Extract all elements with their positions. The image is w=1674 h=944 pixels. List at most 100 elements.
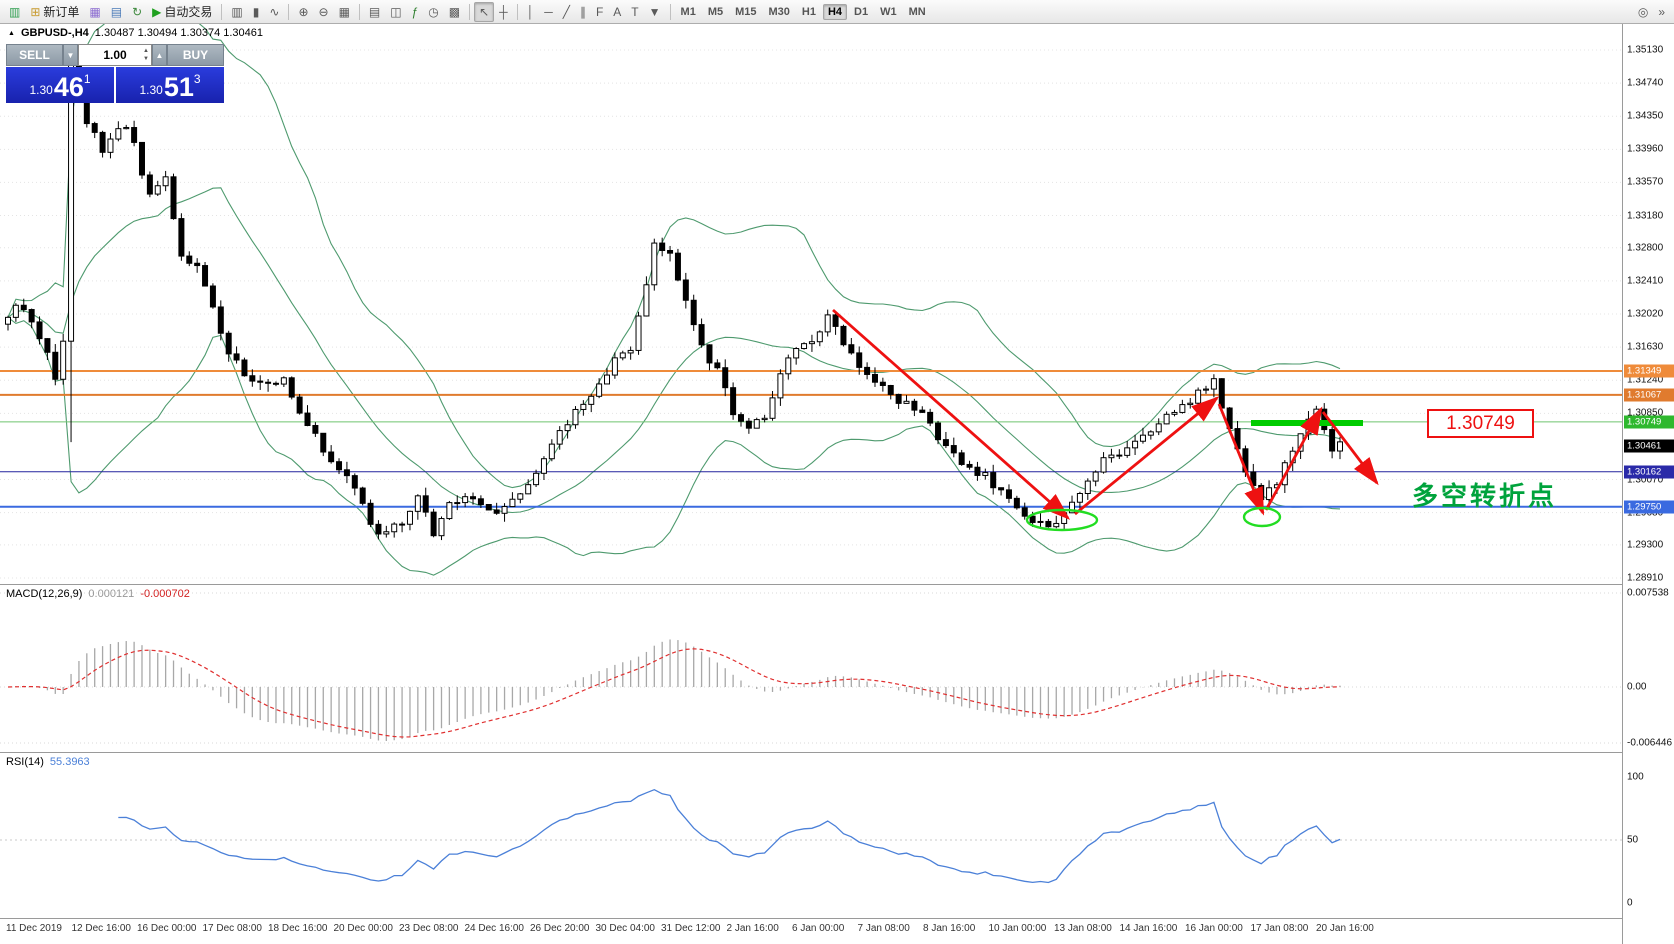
low-marker-ellipse[interactable]	[1242, 506, 1282, 528]
trend-arrow[interactable]	[1321, 411, 1379, 486]
vertical-line-icon: │	[526, 4, 535, 19]
main-toolbar: ▥ ⊞ 新订单 ▦ ▤ ↻ ▶ 自动交易 ▥ ▮ ∿ ⊕ ⊖ ▦ ▤ ◫ ƒ ◷ ▩ ↖ ┼ │ ─ ╱ ∥ F A T ▼ M1 M5 M…	[0, 0, 1674, 24]
sell-price-prefix: 1.30	[29, 83, 53, 97]
timeframe-button-h1[interactable]: H1	[801, 5, 816, 18]
tile-windows-icon: ▦	[338, 4, 350, 19]
trend-arrow[interactable]	[832, 308, 1071, 520]
horizontal-level-lines	[0, 369, 1622, 508]
sell-price-display[interactable]: 1.30 46 1	[6, 67, 114, 103]
toolbar-overflow-icon[interactable]: »	[1653, 2, 1670, 22]
time-axis-label: 24 Dec 16:00	[464, 923, 525, 934]
chart-settings-icon[interactable]: ▩	[444, 2, 465, 22]
price-axis-label: 1.30850	[1627, 407, 1664, 419]
cursor-icon[interactable]: ↖	[474, 1, 495, 22]
volume-input[interactable]: 1.00 ▲ ▼	[78, 44, 152, 66]
price-axis-label: 1.31630	[1627, 341, 1664, 353]
buy-options-dropdown[interactable]: ▲	[152, 44, 167, 66]
panel-divider[interactable]	[0, 918, 1674, 919]
buy-price-pips: 51	[163, 72, 194, 102]
fibonacci-icon[interactable]: F	[591, 2, 608, 22]
chart-settings-icon: ▩	[448, 4, 461, 19]
spinner-up-icon[interactable]: ▲	[143, 48, 149, 54]
sell-options-dropdown[interactable]: ▼	[63, 44, 78, 66]
time-axis-label: 16 Jan 00:00	[1185, 923, 1243, 934]
trendline-icon[interactable]: ╱	[558, 2, 575, 22]
search-icon: ◎	[1637, 4, 1649, 19]
line-chart-icon[interactable]: ∿	[264, 2, 284, 22]
arrows-icon[interactable]: ▼	[644, 2, 666, 22]
period-icon[interactable]: ◷	[423, 2, 443, 22]
trend-arrow[interactable]	[1217, 403, 1265, 516]
trend-arrow[interactable]	[1264, 406, 1323, 511]
macd-label: MACD(12,26,9) 0.000121 -0.000702	[6, 588, 190, 600]
low-marker-ellipse[interactable]	[1025, 508, 1099, 532]
refresh-icon[interactable]: ↻	[127, 2, 147, 22]
timeframe-button-w1[interactable]: W1	[880, 5, 897, 18]
new-order-button[interactable]: ⊞ 新订单	[25, 2, 84, 22]
timeframe-button-m30[interactable]: M30	[768, 5, 790, 18]
timeframe-button-mn[interactable]: MN	[908, 5, 926, 18]
trade-panel-controls: SELL ▼ 1.00 ▲ ▼ ▲ BUY	[6, 44, 224, 66]
time-axis-label: 20 Jan 16:00	[1316, 923, 1374, 934]
panel-divider[interactable]	[0, 584, 1674, 585]
time-axis-label: 26 Dec 20:00	[530, 923, 590, 934]
new-chart-icon[interactable]: ▤	[364, 2, 385, 22]
rsi-line	[118, 788, 1341, 884]
price-callout-box[interactable]: 1.30749	[1427, 409, 1534, 438]
timeframe-button-d1[interactable]: D1	[854, 5, 869, 18]
vertical-line-icon[interactable]: │	[522, 2, 540, 22]
timeframe-button-m15[interactable]: M15	[735, 5, 757, 18]
new-chart-icon: ▤	[368, 4, 381, 19]
price-axis-label: 1.31240	[1627, 374, 1664, 386]
volume-spinner[interactable]: ▲ ▼	[143, 47, 149, 63]
channel-icon[interactable]: ∥	[575, 2, 591, 22]
price-axis[interactable]: 1.35130 1.34740 1.34350 1.33960 1.33570 1.331…	[1622, 24, 1674, 944]
autotrading-button[interactable]: ▶ 自动交易	[147, 2, 217, 22]
panel-divider[interactable]	[0, 752, 1674, 753]
trendline-icon: ╱	[562, 4, 570, 19]
time-axis-label: 6 Jan 00:00	[792, 923, 845, 934]
price-axis-label: 1.35130	[1627, 44, 1664, 56]
buy-price-display[interactable]: 1.30 51 3	[116, 67, 224, 103]
zoom-in-icon[interactable]: ⊕	[293, 2, 313, 22]
autotrading-button-label: 自动交易	[164, 5, 213, 19]
zoom-out-icon[interactable]: ⊖	[314, 2, 334, 22]
tile-windows-icon[interactable]: ▦	[334, 2, 355, 22]
trend-arrow[interactable]	[1074, 396, 1220, 516]
search-icon[interactable]: ◎	[1633, 2, 1653, 22]
time-axis-label: 30 Dec 04:00	[595, 923, 656, 934]
horizontal-line-icon[interactable]: ─	[539, 2, 558, 22]
price-tag: 1.30749	[1624, 415, 1674, 429]
rsi-label: RSI(14) 55.3963	[6, 756, 90, 768]
timeframe-button-m5[interactable]: M5	[707, 5, 724, 18]
macd-histogram	[15, 639, 1341, 741]
price-tag: 1.31067	[1624, 388, 1674, 402]
price-axis-label: 0.00	[1627, 681, 1647, 693]
buy-price-point: 3	[193, 72, 201, 86]
text-icon[interactable]: A	[608, 2, 626, 22]
sell-button[interactable]: SELL	[6, 44, 63, 66]
toolbar-separator	[669, 3, 671, 20]
buy-button[interactable]: BUY	[167, 44, 224, 66]
resistance-highlight-bar[interactable]	[1251, 420, 1363, 426]
timeframe-button-m1[interactable]: M1	[680, 5, 696, 18]
indicators-icon[interactable]: ƒ	[407, 2, 424, 22]
time-axis-label: 17 Jan 08:00	[1250, 923, 1309, 934]
chart-shift-icon[interactable]: ◫	[385, 2, 406, 22]
timeframe-button-h4[interactable]: H4	[822, 3, 848, 20]
chart-symbol-icon: ▲	[8, 29, 15, 37]
label-icon[interactable]: T	[626, 2, 643, 22]
profiles-icon[interactable]: ▦	[84, 2, 105, 22]
candlestick-chart-icon: ▮	[252, 4, 260, 19]
crosshair-icon[interactable]: ┼	[494, 2, 513, 22]
bollinger-lower	[7, 316, 1341, 576]
spinner-down-icon[interactable]: ▼	[143, 56, 149, 62]
candlestick-chart-icon[interactable]: ▮	[248, 2, 265, 22]
candles	[5, 50, 1343, 541]
market-watch-icon[interactable]: ▤	[106, 2, 127, 22]
bar-chart-icon[interactable]: ▥	[226, 2, 247, 22]
sell-price-pips: 46	[53, 72, 84, 102]
horizontal-line-icon: ─	[544, 4, 553, 19]
app-chart-icon[interactable]: ▥	[4, 2, 25, 22]
turning-point-annotation[interactable]: 多空转折点	[1412, 481, 1558, 511]
